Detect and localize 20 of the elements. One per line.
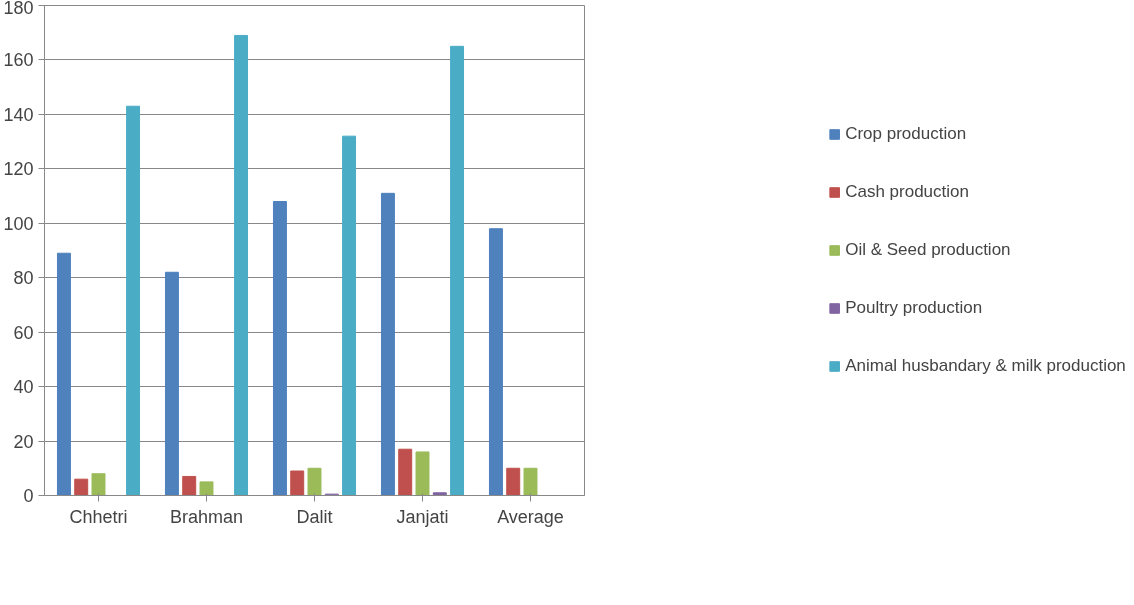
x-tick-label: Chhetri <box>69 506 128 527</box>
x-tick-label: Janjati <box>396 506 449 527</box>
legend-label: Poultry production <box>845 298 983 318</box>
y-tick-label: 120 <box>3 159 34 180</box>
x-tick-label: Dalit <box>296 506 333 527</box>
legend-label: Oil & Seed production <box>845 240 1011 260</box>
y-tick-label: 80 <box>13 268 34 289</box>
x-tick-label: Average <box>497 506 564 527</box>
legend-label: Animal husbandary & milk production <box>845 356 1126 376</box>
legend-label: Crop production <box>845 124 967 144</box>
y-tick-label: 180 <box>3 0 34 18</box>
legend-label: Cash production <box>845 182 969 202</box>
y-tick-label: 60 <box>13 322 34 343</box>
y-tick-label: 20 <box>13 431 34 452</box>
y-tick-label: 100 <box>3 213 34 234</box>
y-tick-label: 160 <box>3 50 34 71</box>
y-tick-label: 40 <box>13 377 34 398</box>
y-tick-label: 0 <box>23 486 34 506</box>
x-tick-label: Brahman <box>169 506 244 527</box>
y-tick-label: 140 <box>3 104 34 125</box>
